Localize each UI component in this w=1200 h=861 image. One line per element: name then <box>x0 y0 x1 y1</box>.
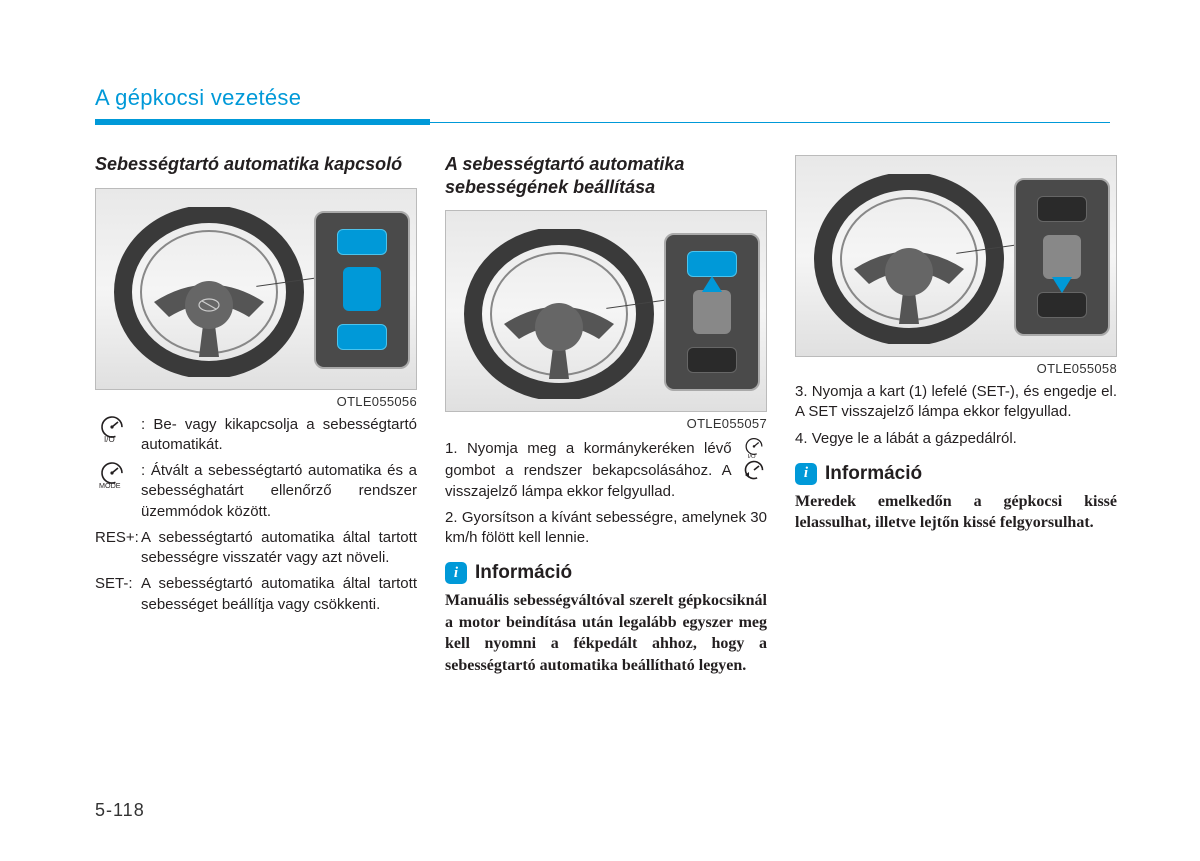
arrow-up-icon <box>702 276 722 292</box>
item-mode-text: : Átvált a sebességtartó automatika és a… <box>141 461 417 522</box>
col3-steps: Nyomja a kart (1) lefelé (SET-), és enge… <box>795 382 1117 449</box>
step-3: Nyomja a kart (1) lefelé (SET-), és enge… <box>795 382 1117 423</box>
control-inset-1 <box>314 211 410 369</box>
item-mode: MODE : Átvált a sebességtartó automatika… <box>95 461 417 522</box>
step-1: Nyomja meg a kormánykeréken lévő I/O gom… <box>445 437 767 502</box>
item-set-text: A sebességtartó automatika által tartott… <box>141 574 417 615</box>
control-inset-2 <box>664 233 760 391</box>
gauge-mode-icon: MODE <box>95 461 129 489</box>
svg-text:MODE: MODE <box>99 481 121 489</box>
figure-2 <box>445 210 767 412</box>
header-rule <box>95 119 1110 125</box>
svg-text:I/O: I/O <box>104 435 115 443</box>
gauge-io-icon: I/O <box>95 415 129 443</box>
figure-code-3: OTLE055058 <box>795 361 1117 376</box>
item-set: SET-: A sebességtartó automatika által t… <box>95 574 417 615</box>
col2-heading: A sebességtartó automatika sebességének … <box>445 153 767 198</box>
info-body-2: Manuális sebességváltóval szerelt gépkoc… <box>445 590 767 676</box>
mode-button-icon <box>1037 292 1087 318</box>
step-4: Vegye le a lábát a gázpedálról. <box>795 429 1117 449</box>
res-set-lever-icon <box>1043 235 1081 279</box>
content-columns: Sebességtartó automatika kapcsoló OTLE05… <box>95 153 1110 677</box>
item-res: RES+: A sebességtartó automatika által t… <box>95 528 417 569</box>
step1-a: Nyomja meg a kormánykeréken lévő <box>467 440 732 457</box>
item-res-text: A sebességtartó automatika által tartott… <box>141 528 417 569</box>
res-set-lever-icon <box>343 267 381 311</box>
column-2: A sebességtartó automatika sebességének … <box>445 153 767 677</box>
info-badge-icon: i <box>445 562 467 584</box>
steering-wheel-icon <box>114 207 304 377</box>
label-res: RES+: <box>95 528 141 569</box>
step-2: Gyorsítson a kívánt sebességre, amelynek… <box>445 508 767 549</box>
figure-code-2: OTLE055057 <box>445 416 767 431</box>
cruise-indicator-icon <box>741 459 767 481</box>
item-io: I/O : Be- vagy kikapcsolja a sebesség­ta… <box>95 415 417 456</box>
cruise-button-icon <box>337 229 387 255</box>
page-number: 5-118 <box>95 800 145 821</box>
figure-3 <box>795 155 1117 357</box>
info-title-2: Információ <box>475 562 572 584</box>
res-set-lever-icon <box>693 290 731 334</box>
info-badge-icon: i <box>795 463 817 485</box>
step1-b: gombot a rendszer bekapcsolásá­hoz. A <box>445 462 731 479</box>
control-inset-3 <box>1014 178 1110 336</box>
steering-wheel-icon <box>814 174 1004 344</box>
cruise-button-icon <box>1037 196 1087 222</box>
col1-heading: Sebességtartó automatika kapcsoló <box>95 153 417 176</box>
label-set: SET-: <box>95 574 141 615</box>
cruise-button-icon <box>687 251 737 277</box>
col2-steps: Nyomja meg a kormánykeréken lévő I/O gom… <box>445 437 767 548</box>
arrow-down-icon <box>1052 277 1072 293</box>
mode-button-icon <box>687 347 737 373</box>
column-1: Sebességtartó automatika kapcsoló OTLE05… <box>95 153 417 677</box>
figure-1 <box>95 188 417 390</box>
step1-c: visszajelző lámpa ekkor fel­gyullad. <box>445 483 675 500</box>
info-heading-2: i Információ <box>445 562 767 584</box>
steering-wheel-icon <box>464 229 654 399</box>
column-3: OTLE055058 Nyomja a kart (1) lefelé (SET… <box>795 153 1117 677</box>
info-heading-3: i Információ <box>795 463 1117 485</box>
item-io-text: : Be- vagy kikapcsolja a sebesség­tartó … <box>141 415 417 456</box>
section-title: A gépkocsi vezetése <box>95 85 1110 111</box>
figure-code-1: OTLE055056 <box>95 394 417 409</box>
mode-button-icon <box>337 324 387 350</box>
info-body-3: Meredek emelkedőn a gépkocsi kissé lelas… <box>795 491 1117 534</box>
info-title-3: Információ <box>825 463 922 485</box>
gauge-io-icon: I/O <box>741 437 767 459</box>
